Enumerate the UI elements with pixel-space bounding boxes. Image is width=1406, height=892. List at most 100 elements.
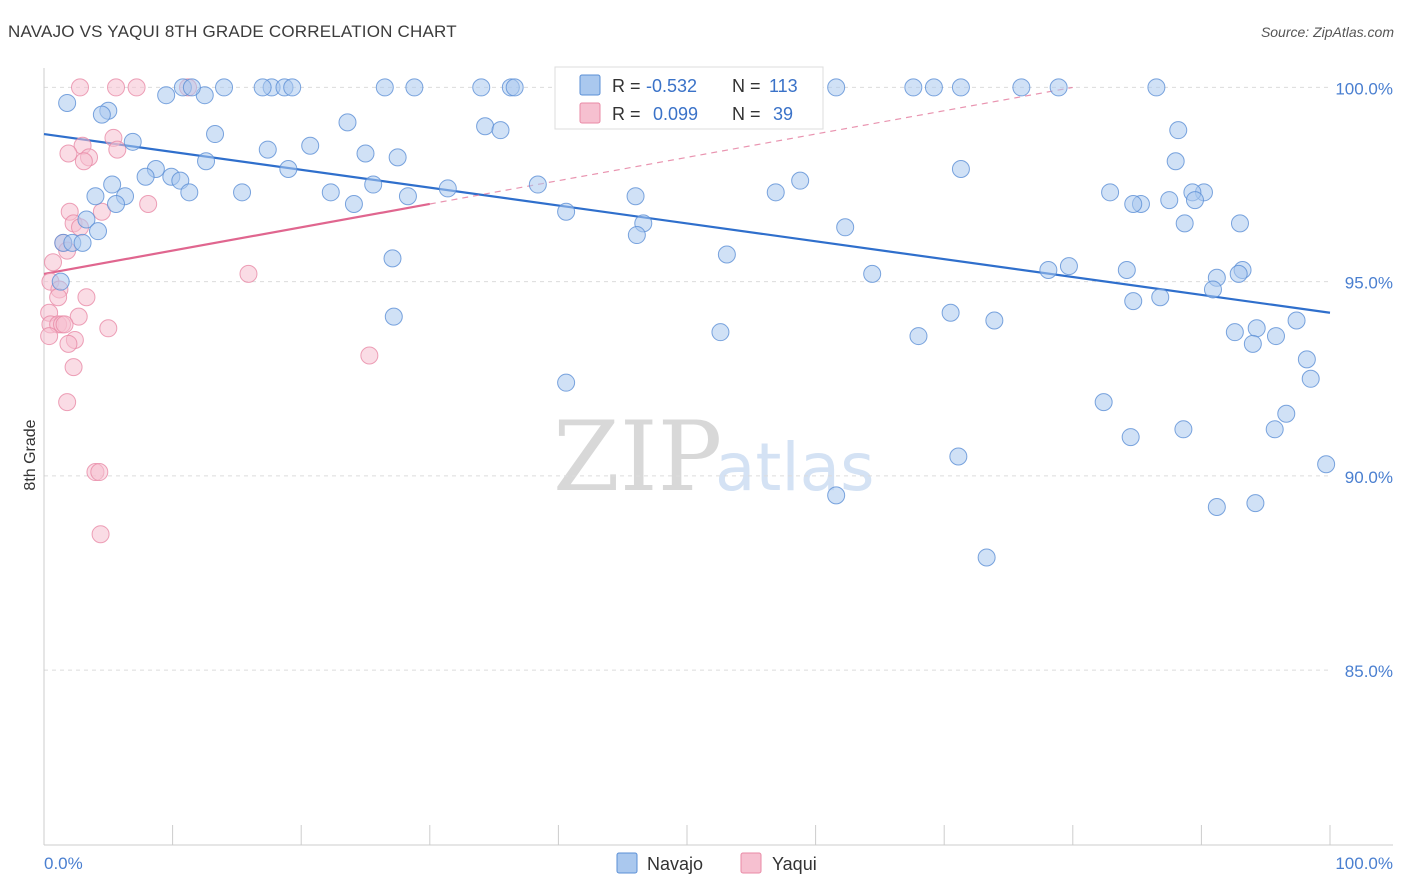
navajo-point (356, 144, 375, 163)
yaqui-point (59, 334, 78, 353)
watermark-atlas: atlas (715, 429, 875, 506)
navajo-point (384, 307, 403, 326)
legend-yaqui-swatch (740, 852, 762, 874)
yaqui-point (92, 202, 111, 221)
navajo-point (103, 175, 122, 194)
navajo-point (107, 194, 126, 213)
navajo-point (1147, 78, 1166, 97)
yaqui-point (49, 288, 68, 307)
navajo-point (1207, 498, 1226, 517)
navajo-point (438, 179, 457, 198)
navajo-point (388, 148, 407, 167)
navajo-point (1246, 494, 1265, 513)
trend-lines (43, 86, 1331, 314)
navajo-point (909, 327, 928, 346)
yaqui-r-value: 0.099 (653, 104, 698, 124)
navajo-point (364, 175, 383, 194)
navajo-point (180, 183, 199, 202)
navajo-point (985, 311, 1004, 330)
yaqui-point (59, 144, 78, 163)
chart-title: NAVAJO VS YAQUI 8TH GRADE CORRELATION CH… (8, 22, 457, 41)
navajo-point (77, 210, 96, 229)
navajo-point (86, 187, 105, 206)
yaqui-n-value: 39 (773, 104, 793, 124)
navajo-point (1317, 455, 1336, 474)
x-tick-label-min: 0.0% (44, 854, 83, 873)
legend-yaqui-label: Yaqui (772, 854, 817, 874)
navajo-point (949, 447, 968, 466)
y-tick-label: 85.0% (1345, 662, 1393, 681)
source-credit: Source: ZipAtlas.com (1260, 24, 1394, 40)
navajo-swatch (579, 74, 601, 96)
yaqui-r-label: R = (612, 104, 641, 124)
navajo-point (476, 117, 495, 136)
navajo-point (1174, 420, 1193, 439)
navajo-point (766, 183, 785, 202)
navajo-point (321, 183, 340, 202)
navajo-point (157, 86, 176, 105)
navajo-point (491, 121, 510, 140)
navajo-r-value: -0.532 (646, 76, 697, 96)
yaqui-n-label: N = (732, 104, 761, 124)
navajo-point (836, 218, 855, 237)
navajo-point (528, 175, 547, 194)
navajo-trend-line (43, 132, 1331, 314)
navajo-point (136, 167, 155, 186)
y-tick-labels: 85.0% 90.0% 95.0% 100.0% (1335, 79, 1393, 681)
navajo-point (182, 78, 201, 97)
navajo-point (1169, 121, 1188, 140)
navajo-point (1094, 393, 1113, 412)
navajo-point (301, 136, 320, 155)
navajo-point (1266, 327, 1285, 346)
navajo-point (1287, 311, 1306, 330)
navajo-point (51, 272, 70, 291)
bottom-legend: Navajo Yaqui (616, 852, 817, 874)
watermark: ZIP atlas (553, 401, 875, 513)
y-axis-title: 8th Grade (22, 419, 39, 490)
navajo-point (1124, 194, 1143, 213)
navajo-point (1049, 78, 1068, 97)
navajo-point (941, 303, 960, 322)
yaqui-point (40, 327, 59, 346)
navajo-point (1124, 292, 1143, 311)
navajo-point (1160, 191, 1179, 210)
yaqui-trend-extension (429, 86, 1073, 205)
yaqui-point (77, 288, 96, 307)
yaqui-point (69, 307, 88, 326)
navajo-point (827, 78, 846, 97)
yaqui-point (90, 463, 109, 482)
navajo-point (258, 140, 277, 159)
navajo-point (1101, 183, 1120, 202)
navajo-point (904, 78, 923, 97)
yaqui-point (139, 194, 158, 213)
navajo-point (1301, 369, 1320, 388)
navajo-point (627, 226, 646, 245)
navajo-point (977, 548, 996, 567)
navajo-point (383, 249, 402, 268)
x-tick-label-max: 100.0% (1335, 854, 1393, 873)
navajo-point (253, 78, 272, 97)
watermark-zip: ZIP (553, 401, 722, 513)
yaqui-swatch (579, 102, 601, 124)
navajo-point (557, 373, 576, 392)
navajo-point (827, 486, 846, 505)
x-tick-labels: 0.0% 100.0% (44, 854, 1393, 873)
navajo-point (197, 152, 216, 171)
navajo-point (73, 233, 92, 252)
navajo-point (1117, 261, 1136, 280)
navajo-n-value: 113 (769, 76, 798, 96)
navajo-point (1151, 288, 1170, 307)
navajo-point (398, 187, 417, 206)
navajo-point (863, 264, 882, 283)
navajo-point (711, 323, 730, 342)
yaqui-point (239, 264, 258, 283)
navajo-point (123, 132, 142, 151)
navajo-point (1247, 319, 1266, 338)
navajo-point (924, 78, 943, 97)
navajo-point (1166, 152, 1185, 171)
navajo-point (717, 245, 736, 264)
yaqui-point (360, 346, 379, 365)
legend-navajo-label: Navajo (647, 854, 703, 874)
yaqui-point (91, 525, 110, 544)
navajo-point (1185, 191, 1204, 210)
